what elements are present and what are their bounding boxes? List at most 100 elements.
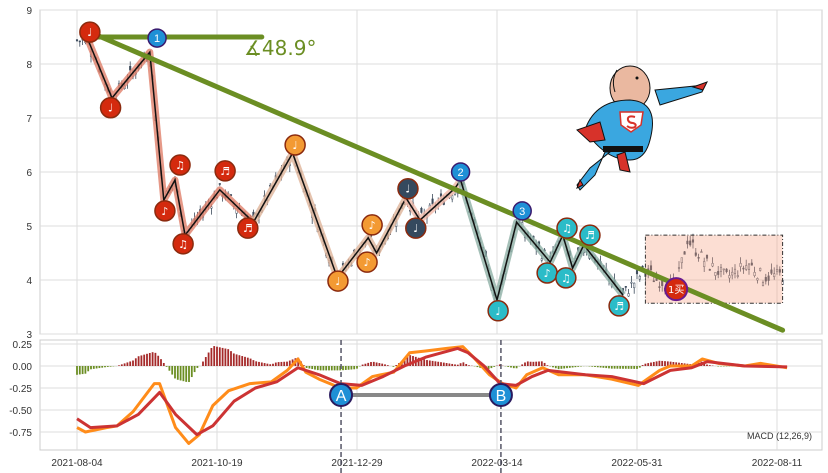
histogram-bar — [364, 363, 367, 366]
y-tick-label: 8 — [26, 60, 32, 71]
histogram-bar — [479, 366, 482, 368]
candle-body — [742, 267, 745, 270]
histogram-bar — [529, 361, 532, 366]
marker-circle — [608, 295, 630, 317]
histogram-bar — [238, 355, 241, 366]
histogram-bar — [190, 366, 193, 378]
histogram-bar — [666, 361, 669, 366]
note-icon: ♪ — [544, 267, 551, 280]
marker-circle — [79, 21, 101, 43]
histogram-bar — [252, 360, 255, 366]
candle-body — [728, 275, 731, 279]
histogram-bar — [554, 366, 557, 369]
marker-circle — [356, 251, 378, 273]
histogram-bar — [552, 366, 554, 368]
histogram-bar — [624, 366, 627, 369]
histogram-bar — [375, 362, 378, 366]
note-icon: ♬ — [585, 229, 595, 242]
candle-body — [540, 258, 543, 261]
histogram-bar — [227, 349, 230, 366]
candle-body — [722, 268, 725, 271]
histogram-bar — [655, 361, 658, 366]
histogram-bar — [498, 364, 501, 366]
note-marker: ♩ — [487, 300, 509, 322]
x-tick-label: 2022-03-14 — [471, 458, 523, 469]
downtrend-line — [87, 29, 786, 333]
marker-circle — [405, 217, 427, 239]
dea-line — [76, 346, 788, 437]
candle-body — [691, 239, 695, 243]
histogram-bar — [370, 362, 372, 366]
histogram-bar — [440, 362, 442, 366]
histogram-bar — [428, 360, 431, 366]
candle-body — [218, 183, 221, 185]
divergence-label: B — [496, 388, 507, 405]
histogram-bar — [134, 358, 137, 366]
histogram-bar — [244, 356, 246, 366]
x-tick-label: 2021-12-29 — [331, 458, 383, 469]
histogram-bar — [316, 366, 319, 371]
histogram-bar — [664, 361, 666, 366]
candle-body — [717, 271, 720, 275]
marker-circle — [579, 224, 601, 246]
histogram-bar — [434, 361, 437, 366]
histogram-bar — [608, 366, 610, 369]
candle-body — [733, 268, 737, 274]
note-marker: ♩ — [327, 270, 349, 292]
histogram-bar — [109, 366, 112, 367]
candle-body — [420, 207, 423, 213]
histogram-bar — [230, 351, 232, 366]
candle-body — [759, 267, 762, 271]
histogram-bar — [622, 366, 624, 369]
histogram-bar — [672, 361, 675, 366]
marker-circle — [214, 160, 236, 182]
histogram-bar — [101, 366, 104, 368]
histogram-bar — [596, 366, 599, 368]
histogram-bar — [319, 366, 322, 371]
candle-body — [705, 254, 709, 259]
histogram-bar — [619, 366, 622, 369]
histogram-bar — [123, 363, 126, 366]
macd-title: MACD (12,26,9) — [747, 431, 812, 441]
histogram-bar — [90, 366, 92, 370]
histogram-bar — [274, 362, 277, 366]
histogram-bar — [260, 362, 263, 366]
histogram-bar — [563, 366, 566, 369]
histogram-bar — [613, 366, 616, 369]
histogram-bar — [207, 352, 210, 366]
histogram-bar — [120, 364, 123, 366]
histogram-bar — [328, 366, 330, 371]
marker-circle — [556, 217, 578, 239]
histogram-bar — [386, 365, 389, 366]
histogram-bar — [591, 366, 594, 367]
histogram-bar — [442, 362, 445, 366]
candle-body — [714, 272, 717, 276]
histogram-bar — [627, 366, 630, 369]
candle-body — [736, 275, 739, 277]
histogram-bar — [224, 348, 227, 366]
histogram-bar — [409, 355, 412, 366]
marker-circle — [154, 200, 176, 222]
histogram-bar — [193, 366, 196, 373]
histogram-bar — [95, 366, 98, 369]
candle-body — [761, 282, 765, 287]
histogram-bar — [92, 366, 95, 369]
candle-body — [775, 269, 779, 272]
histogram-bar — [84, 366, 87, 374]
histogram-bar — [658, 360, 661, 366]
histogram-bar — [361, 364, 364, 366]
histogram-bar — [426, 360, 428, 366]
candle-body — [683, 251, 686, 255]
histogram-bar — [126, 362, 129, 366]
histogram-bar — [204, 357, 207, 366]
histogram-bar — [213, 346, 216, 366]
note-marker: ♪ — [356, 251, 378, 273]
histogram-bar — [647, 363, 650, 366]
candle-body — [708, 269, 711, 271]
note-marker: ♩ — [79, 21, 101, 43]
histogram-bar — [661, 360, 664, 366]
note-icon: ♩ — [108, 102, 113, 115]
histogram-bar — [146, 353, 148, 366]
histogram-bar — [174, 366, 176, 379]
